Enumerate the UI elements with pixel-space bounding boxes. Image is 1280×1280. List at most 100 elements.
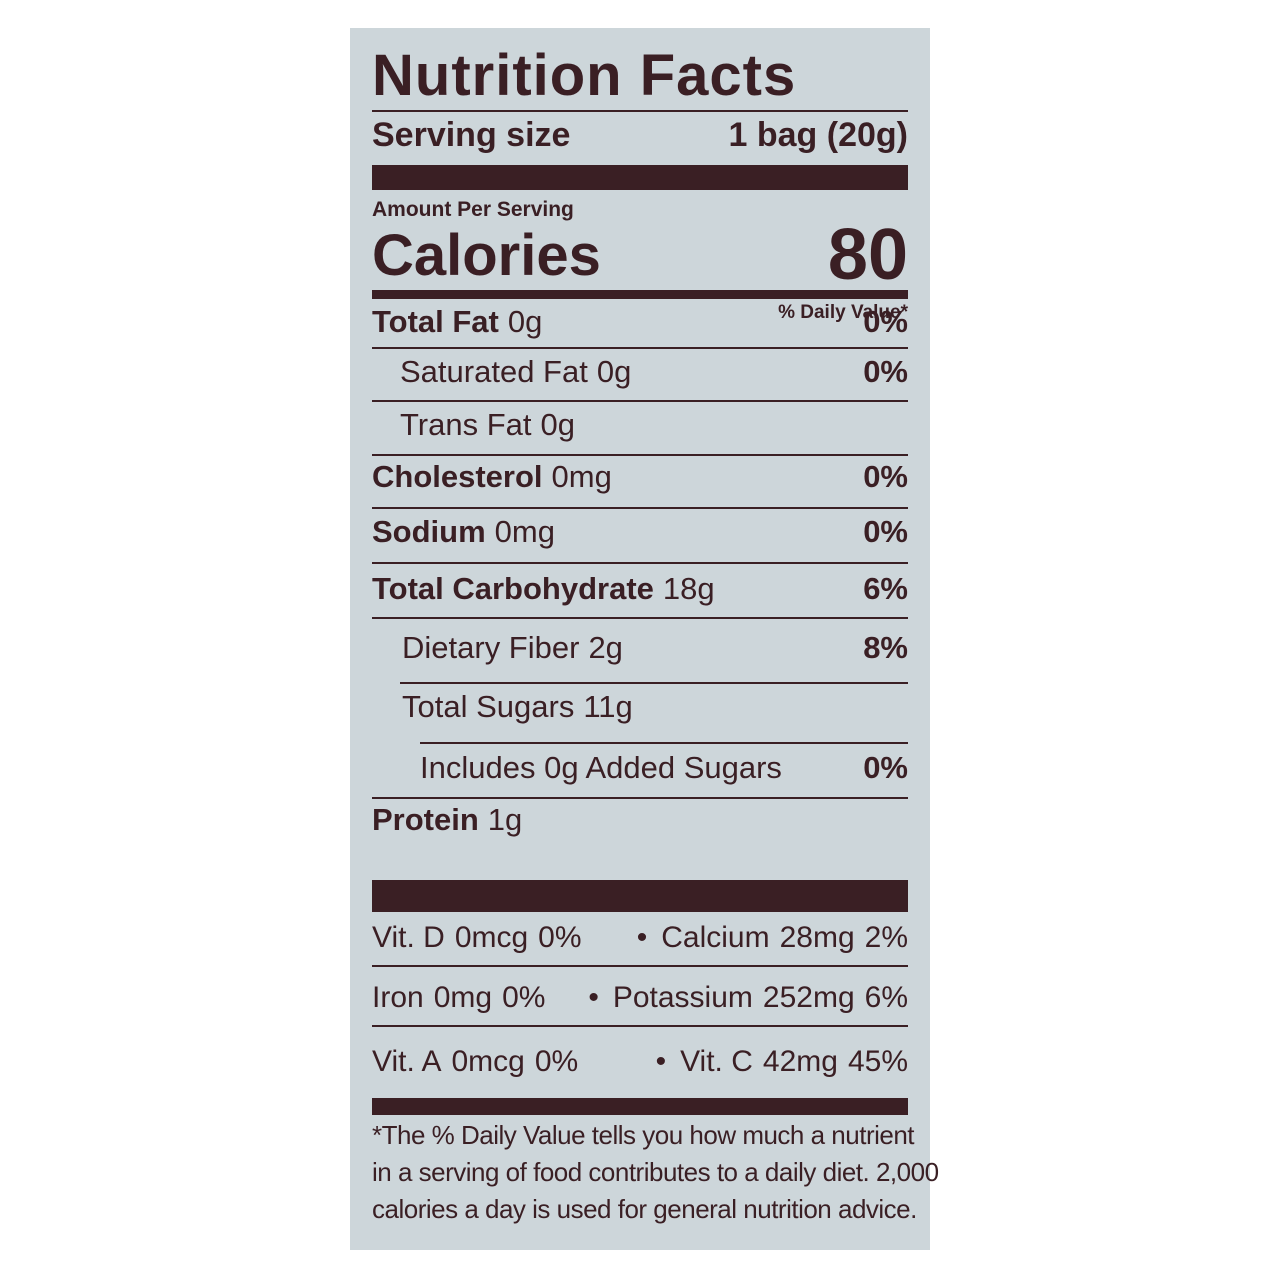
vitamin-name: Vit. A <box>372 1045 442 1078</box>
vitamin-item: Iron 0mg 0% <box>372 978 545 1018</box>
nutrient-dv: 0% <box>863 304 908 339</box>
vitamin-amount: 28mg <box>779 921 855 954</box>
thick-bar <box>372 165 908 190</box>
nutrient-row: Dietary Fiber 2g 8% <box>402 628 908 668</box>
nutrient-row: Total Fat 0g 0% <box>372 302 908 342</box>
rule <box>372 507 908 509</box>
vitamin-dv: 45% <box>847 1045 908 1078</box>
nutrient-row: Includes 0g Added Sugars 0% <box>420 748 908 788</box>
nutrient-left: Trans Fat 0g <box>400 405 575 445</box>
nutrient-row: Cholesterol 0mg 0% <box>372 457 908 497</box>
vitamin-row: Vit. D 0mcg 0% • Calcium 28mg 2% <box>372 918 908 958</box>
vitamin-row: Vit. A 0mcg 0% • Vit. C 42mg 45% <box>372 1042 908 1082</box>
rule <box>372 797 908 799</box>
nutrient-dv: 6% <box>863 571 908 606</box>
vitamin-item: Vit. A 0mcg 0% <box>372 1042 578 1082</box>
nutrient-name: Trans Fat <box>400 407 532 442</box>
rule <box>372 400 908 402</box>
vitamin-item: Vit. D 0mcg 0% <box>372 918 582 958</box>
nutrient-left: Total Sugars 11g <box>402 687 633 727</box>
nutrient-amount: 18g <box>662 571 715 606</box>
nutrient-amount: 0g <box>540 407 575 442</box>
vitamin-amount: 0mg <box>433 981 493 1014</box>
dv-header: % Daily Value* <box>778 302 908 323</box>
nutrient-amount: 2g <box>588 630 623 665</box>
footnote-line: *The % Daily Value tells you how much a … <box>372 1120 915 1150</box>
nutrient-name: Sodium <box>372 514 486 549</box>
vitamin-name: Calcium <box>661 921 770 954</box>
nutrient-row: Protein 1g <box>372 800 908 840</box>
nutrient-row: Total Carbohydrate 18g 6% <box>372 569 908 609</box>
vitamin-dv: 0% <box>534 1045 579 1078</box>
nutrient-dv: 0% <box>863 750 908 785</box>
separator: • <box>655 1045 667 1078</box>
vitamin-dv: 6% <box>864 981 908 1014</box>
rule <box>400 682 908 684</box>
nutrient-row: Saturated Fat 0g 0% <box>400 352 908 392</box>
nutrient-left: Total Fat 0g <box>372 302 542 342</box>
nutrient-row: Sodium 0mg 0% <box>372 512 908 552</box>
nutrient-dv: 0% <box>863 354 908 389</box>
nutrient-name: Protein <box>372 802 479 837</box>
nutrient-left: Sodium 0mg <box>372 512 555 552</box>
vitamin-name: Vit. C <box>680 1045 753 1078</box>
nutrient-name: Total Fat <box>372 304 499 339</box>
vitamin-amount: 0mcg <box>454 921 529 954</box>
vitamin-dv: 0% <box>538 921 582 954</box>
nutrient-name: Total Carbohydrate <box>372 571 654 606</box>
nutrient-amount: 1g <box>487 802 523 837</box>
vitamin-item: • Vit. C 42mg 45% <box>656 1042 908 1082</box>
rule <box>372 965 908 967</box>
title: Nutrition Facts <box>372 43 797 108</box>
thick-bar <box>372 1098 908 1115</box>
rule <box>420 742 908 744</box>
vitamin-amount: 42mg <box>762 1045 838 1078</box>
footnote-line: calories a day is used for general nutri… <box>372 1194 917 1224</box>
nutrient-amount: 0g <box>507 304 543 339</box>
separator: • <box>636 921 648 954</box>
rule <box>372 562 908 564</box>
nutrient-name: Total Sugars <box>402 689 575 724</box>
calories-value: 80 <box>827 215 908 295</box>
vitamin-name: Iron <box>372 981 424 1014</box>
vitamin-dv: 2% <box>864 921 908 954</box>
nutrient-amount: 0g <box>596 354 632 389</box>
rule <box>372 454 908 456</box>
serving-value: 1 bag (20g) <box>728 116 908 154</box>
amount-label: Amount Per Serving <box>372 198 574 221</box>
nutrient-amount: 11g <box>583 689 633 724</box>
vitamin-row: Iron 0mg 0% • Potassium 252mg 6% <box>372 978 908 1018</box>
rule <box>372 617 908 619</box>
serving-label: Serving size <box>372 116 571 154</box>
nutrient-left: Protein 1g <box>372 800 522 840</box>
calories-label: Calories <box>372 223 601 288</box>
vitamin-name: Vit. D <box>372 921 445 954</box>
vitamin-item: • Potassium 252mg 6% <box>588 978 908 1018</box>
nutrient-amount: 0mg <box>551 459 612 494</box>
vitamin-item: • Calcium 28mg 2% <box>637 918 908 958</box>
rule <box>372 1025 908 1027</box>
nutrient-left: Includes 0g Added Sugars <box>420 748 782 788</box>
serving-row: Serving size 1 bag (20g) <box>372 115 908 155</box>
footnote-line: in a serving of food contributes to a da… <box>372 1157 939 1187</box>
thick-bar <box>372 880 908 912</box>
nutrient-row: Trans Fat 0g <box>400 405 908 445</box>
nutrient-dv: 8% <box>863 630 908 665</box>
nutrient-row: Total Sugars 11g <box>402 687 908 727</box>
separator: • <box>588 981 599 1014</box>
vitamin-amount: 252mg <box>762 981 855 1014</box>
medium-bar <box>372 290 908 299</box>
nutrient-name: Cholesterol <box>372 459 543 494</box>
nutrient-dv: 0% <box>863 514 908 549</box>
nutrient-left: Total Carbohydrate 18g <box>372 569 715 609</box>
rule <box>372 110 908 112</box>
vitamin-amount: 0mcg <box>451 1045 525 1078</box>
vitamin-dv: 0% <box>502 981 546 1014</box>
vitamin-name: Potassium <box>612 981 753 1014</box>
nutrient-left: Cholesterol 0mg <box>372 457 612 497</box>
rule <box>372 347 908 349</box>
nutrient-name: Dietary Fiber <box>402 630 580 665</box>
nutrient-left: Dietary Fiber 2g <box>402 628 623 668</box>
nutrient-dv: 0% <box>863 459 908 494</box>
